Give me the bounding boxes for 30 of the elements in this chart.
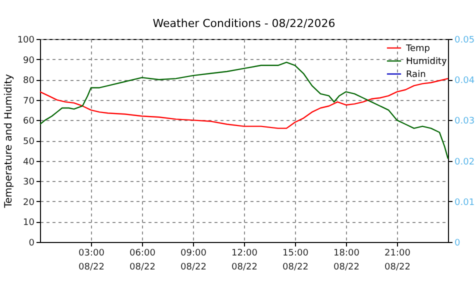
y-tick-label: 30 — [23, 178, 35, 188]
y-tick-label: 80 — [23, 76, 35, 86]
y2-tick-label: 0 — [454, 238, 460, 248]
x-tick-label: 18:00 08/22 — [334, 248, 360, 272]
y-tick-label: 50 — [23, 137, 35, 147]
y2-tick-label: 0.01 — [454, 198, 475, 208]
y2-tick-label: 0.02 — [454, 157, 475, 168]
legend-label: Humidity — [406, 57, 448, 67]
x-tick-label: 09:00 08/22 — [180, 248, 207, 272]
y2-tick-label: 0.04 — [454, 76, 475, 86]
line-series — [39, 78, 449, 129]
y-tick-label: 100 — [17, 36, 35, 46]
y2-tick-label: 0.05 — [454, 36, 475, 46]
y-tick-label: 0 — [28, 238, 35, 248]
chart-title: Weather Conditions - 08/22/2026 — [152, 17, 336, 30]
y-tick-label: 60 — [23, 116, 35, 127]
y-tick-label: 20 — [23, 198, 35, 208]
x-tick-label: 06:00 08/22 — [130, 248, 156, 272]
legend-label: Temp — [405, 44, 430, 54]
x-tick-label: 15:00 08/22 — [282, 248, 309, 272]
x-tick-label: 03:00 08/22 — [78, 248, 105, 272]
y-tick-label: 70 — [23, 96, 35, 106]
y-tick-label: 90 — [23, 56, 35, 66]
y2-tick-label: 0.03 — [454, 116, 475, 127]
y-axis-title: Temperature and Humidity — [3, 74, 14, 209]
y-tick-label: 10 — [23, 218, 35, 228]
x-tick-label: 12:00 08/22 — [232, 248, 258, 272]
x-tick-label: 21:00 08/22 — [384, 248, 411, 272]
legend-label: Rain — [406, 70, 426, 80]
y-tick-label: 40 — [23, 157, 35, 168]
